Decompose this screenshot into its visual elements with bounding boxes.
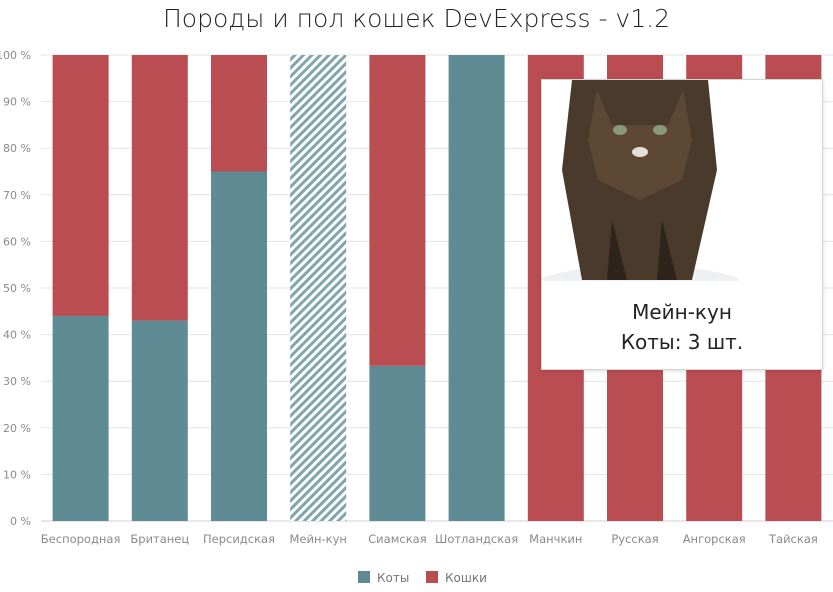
cat-image xyxy=(542,80,780,290)
legend-marker xyxy=(426,571,438,583)
x-tick-label: Британец xyxy=(130,532,189,546)
y-tick-label: 0 % xyxy=(10,515,31,528)
x-tick-label: Тайская xyxy=(768,532,818,546)
y-tick-label: 40 % xyxy=(3,329,31,342)
bar-koshki[interactable] xyxy=(131,55,188,321)
bar-koty[interactable] xyxy=(290,55,347,521)
x-tick-label: Мейн-кун xyxy=(289,532,346,546)
bar-koty[interactable] xyxy=(448,55,505,521)
x-tick-label: Шотландская xyxy=(435,532,518,546)
y-tick-label: 50 % xyxy=(3,282,31,295)
x-tick-label: Персидская xyxy=(203,532,275,546)
y-tick-label: 20 % xyxy=(3,422,31,435)
tooltip-title: Мейн-кун xyxy=(632,300,732,324)
y-tick-label: 60 % xyxy=(3,235,31,248)
x-tick-label: Манчкин xyxy=(529,532,582,546)
chart-title: Породы и пол кошек DevExpress - v1.2 xyxy=(163,4,670,33)
bar-koty[interactable] xyxy=(369,365,426,521)
tooltip: Мейн-кун Коты: 3 шт. xyxy=(541,79,823,370)
y-tick-label: 70 % xyxy=(3,189,31,202)
legend-label: Коты xyxy=(377,571,409,585)
y-tick-label: 100 % xyxy=(0,49,31,62)
bar-koty[interactable] xyxy=(131,320,188,521)
bar-koshki[interactable] xyxy=(211,55,267,172)
legend-label: Кошки xyxy=(445,571,487,585)
y-tick-label: 10 % xyxy=(3,468,31,481)
y-tick-label: 30 % xyxy=(3,375,31,388)
x-tick-label: Ангорская xyxy=(683,532,746,546)
bar-koshki[interactable] xyxy=(369,55,426,366)
legend-marker xyxy=(358,571,370,583)
y-tick-label: 80 % xyxy=(3,142,31,155)
y-tick-label: 90 % xyxy=(3,96,31,109)
x-tick-label: Русская xyxy=(611,532,658,546)
bar-koty[interactable] xyxy=(211,171,267,522)
tooltip-value: Коты: 3 шт. xyxy=(620,330,744,354)
bar-koty[interactable] xyxy=(52,315,109,521)
x-tick-label: Беспородная xyxy=(41,532,121,546)
bar-koshki[interactable] xyxy=(52,55,109,316)
x-tick-label: Сиамская xyxy=(368,532,426,546)
